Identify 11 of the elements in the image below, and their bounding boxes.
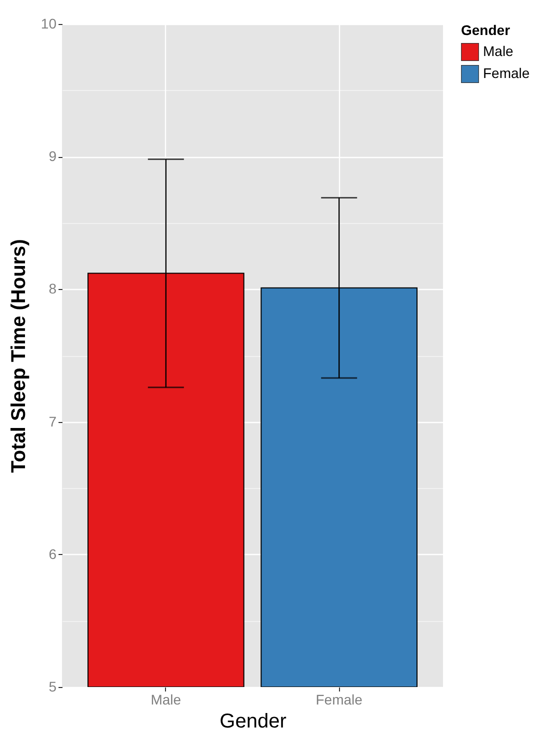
x-axis-title: Gender (220, 710, 287, 732)
y-axis-title: Total Sleep Time (Hours) (8, 239, 30, 473)
y-tick-label: 5 (48, 678, 57, 694)
legend-label: Female (483, 65, 530, 81)
y-tick-label: 8 (48, 280, 57, 297)
legend-title: Gender (461, 22, 511, 38)
y-tick-label: 7 (48, 413, 57, 430)
y-tick-label: 6 (48, 546, 57, 562)
legend-label: Male (483, 43, 514, 59)
y-tick-label: 9 (48, 148, 57, 164)
y-tick-label: 10 (40, 16, 57, 32)
